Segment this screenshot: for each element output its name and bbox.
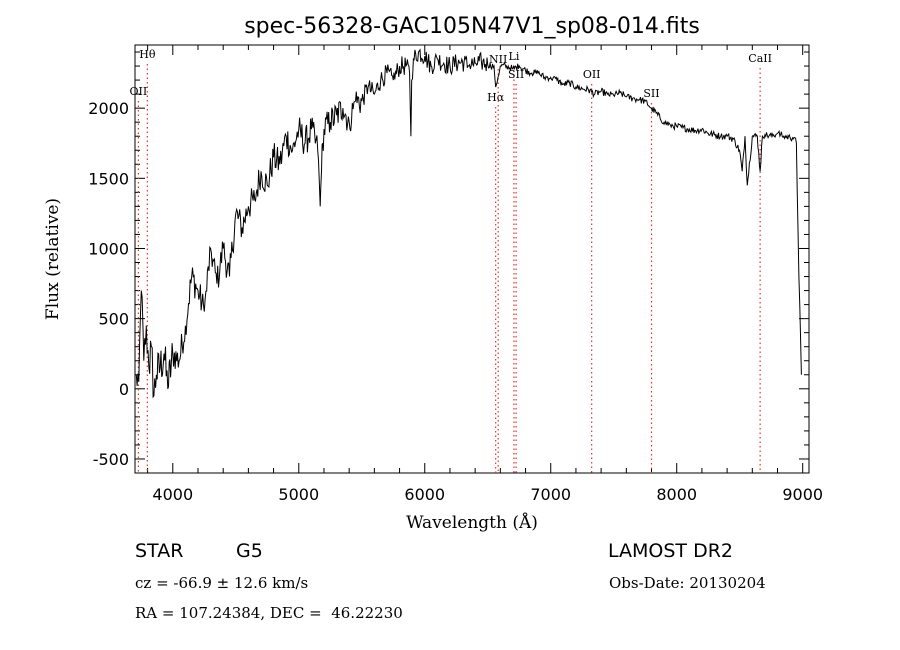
- line-marker-label: SII: [508, 68, 524, 81]
- x-tick-label: 9000: [782, 485, 823, 504]
- x-tick-label: 6000: [404, 485, 445, 504]
- line-marker-label: OII: [583, 68, 601, 81]
- x-axis-label: Wavelength (Å): [406, 512, 538, 533]
- y-tick-label: -500: [93, 450, 129, 469]
- y-tick-label: 2000: [88, 99, 129, 118]
- plot-frame: [134, 44, 810, 474]
- line-marker-label: SII: [643, 87, 659, 100]
- line-marker-label: Hθ: [139, 48, 156, 61]
- x-tick-label: 7000: [530, 485, 571, 504]
- y-tick-label: 1000: [88, 239, 129, 258]
- x-tick-label: 8000: [656, 485, 697, 504]
- object-class: G5: [236, 540, 263, 562]
- line-marker-label: NII: [489, 53, 507, 66]
- x-tick-label: 5000: [278, 485, 319, 504]
- survey-name: LAMOST DR2: [608, 540, 733, 562]
- object-type: STAR: [135, 540, 184, 562]
- axis-ticks: 4000 5000 6000 7000 8000 9000 -500 0 500 1000 1500…: [88, 45, 823, 504]
- line-marker-label: Li: [509, 50, 520, 63]
- y-axis-label: Flux (relative): [43, 198, 63, 320]
- observation-date: Obs-Date: 20130204: [609, 574, 766, 592]
- coordinates: RA = 107.24384, DEC = 46.22230: [135, 604, 403, 622]
- line-marker-label: OII: [130, 85, 148, 98]
- y-tick-label: 500: [98, 310, 129, 329]
- line-marker-label: Hα: [487, 91, 505, 104]
- emission-line-markers: Hθ OII Hα NII Li SII OII SII CaII: [130, 48, 772, 473]
- chart-title: spec-56328-GAC105N47V1_sp08-014.fits: [244, 14, 700, 39]
- y-tick-label: 1500: [88, 169, 129, 188]
- y-tick-label: 0: [119, 380, 129, 399]
- line-marker-label: CaII: [748, 52, 772, 65]
- spectrum-line: [135, 48, 802, 399]
- x-tick-label: 4000: [152, 485, 193, 504]
- redshift-velocity: cz = -66.9 ± 12.6 km/s: [135, 574, 309, 592]
